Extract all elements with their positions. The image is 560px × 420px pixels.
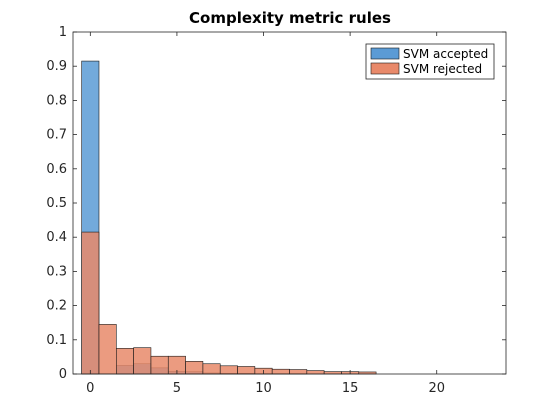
y-tick-label: 0.8 [46,93,67,108]
y-tick-label: 1 [59,25,67,40]
y-tick-label: 0.4 [46,230,67,245]
bar-rejected-bin-12 [289,369,308,375]
bar-rejected-bin-4 [150,355,169,375]
y-tick-label: 0.3 [46,264,67,279]
y-tick-label: 0.5 [46,196,67,211]
y-tick-label: 0.2 [46,299,67,314]
y-tick-label: 0.9 [46,59,67,74]
x-tick-label: 5 [173,381,181,396]
legend-swatch [370,62,400,75]
bar-rejected-bin-1 [98,324,117,375]
y-tick-label: 0.7 [46,128,67,143]
bar-rejected-bin-11 [271,368,290,375]
x-tick-label: 0 [86,381,94,396]
y-tick-label: 0.1 [46,333,67,348]
bar-rejected-bin-6 [185,361,204,375]
bar-rejected-bin-13 [306,370,325,375]
y-tick-label: 0 [59,367,67,382]
x-tick-label: 20 [428,381,445,396]
legend-label: SVM accepted [403,47,488,61]
x-tick-label: 10 [255,381,272,396]
bar-rejected-bin-0 [81,231,100,375]
x-tick-label: 15 [342,381,359,396]
bar-rejected-bin-8 [219,365,238,375]
legend-label: SVM rejected [403,62,482,76]
bar-rejected-bin-2 [116,348,134,375]
y-tick-label: 0.6 [46,162,67,177]
legend-swatch [370,47,400,60]
bar-rejected-bin-7 [202,363,221,375]
bar-rejected-bin-9 [237,366,256,375]
bar-rejected-bin-3 [133,347,152,375]
chart-title: Complexity metric rules [189,9,391,27]
